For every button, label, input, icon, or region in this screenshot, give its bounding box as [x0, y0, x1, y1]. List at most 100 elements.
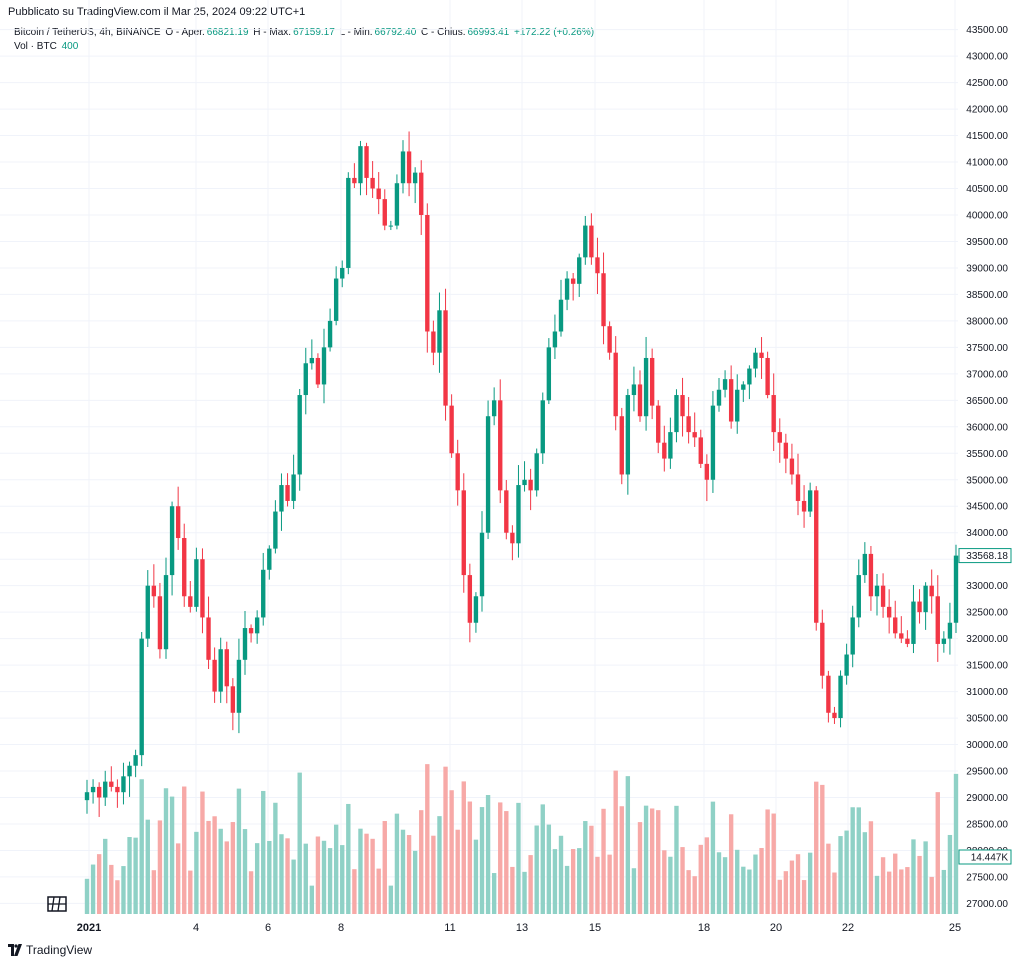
candle-body	[595, 257, 600, 274]
volume-bar	[261, 790, 266, 914]
volume-bar	[254, 843, 260, 914]
candle-body	[175, 506, 181, 539]
candle-body	[789, 458, 795, 475]
candle-body	[905, 638, 910, 644]
candle-body	[327, 320, 333, 348]
candle-body	[656, 405, 661, 443]
candle-body	[425, 214, 430, 332]
volume-bar	[248, 871, 254, 914]
volume-bar	[406, 835, 412, 914]
candle-body	[303, 363, 308, 396]
volume-bar	[552, 849, 558, 914]
candle-body	[686, 416, 691, 433]
y-tick-label: 36000.00	[966, 422, 1008, 433]
volume-bar	[637, 822, 643, 914]
candle-body	[224, 649, 229, 687]
x-tick-label: 11	[444, 922, 455, 934]
candle-body	[406, 151, 412, 184]
candle-body	[261, 569, 266, 618]
candle-body	[862, 553, 868, 576]
volume-bar	[534, 825, 539, 914]
volume-bar	[595, 856, 600, 914]
volume-bar	[333, 824, 339, 914]
candle-body	[759, 352, 764, 358]
y-tick-label: 27500.00	[966, 872, 1008, 883]
candle-body	[400, 151, 406, 184]
candle-body	[242, 628, 248, 660]
x-tick-label: 13	[516, 922, 528, 934]
candlesticks	[84, 131, 959, 817]
candle-body	[735, 389, 740, 422]
candle-body	[589, 225, 594, 258]
volume-bar	[388, 885, 394, 914]
volume-bar	[115, 880, 120, 914]
candle-body	[771, 395, 776, 433]
volume-bar	[589, 825, 594, 914]
volume-bar	[777, 879, 782, 914]
candle-body	[491, 400, 497, 417]
volume-bar	[613, 770, 618, 914]
candle-body	[267, 548, 272, 570]
volume-bar	[419, 810, 424, 914]
volume-bar	[886, 871, 892, 914]
y-tick-label: 36500.00	[966, 396, 1008, 407]
candle-body	[947, 622, 953, 639]
volume-bar	[728, 814, 734, 914]
y-tick-label: 38500.00	[966, 290, 1008, 301]
candle-body	[96, 786, 102, 798]
candle-body	[321, 347, 327, 385]
volume-bar	[182, 786, 187, 914]
y-tick-label: 39000.00	[966, 263, 1008, 274]
candle-body	[467, 575, 473, 623]
candle-body	[850, 617, 855, 655]
candle-body	[461, 490, 466, 576]
candle-body	[212, 659, 217, 692]
candle-body	[522, 479, 527, 486]
volume-bar	[291, 859, 296, 914]
volume-label[interactable]: Vol · BTC	[14, 41, 57, 52]
volume-bar	[601, 808, 606, 914]
candle-body	[510, 532, 515, 544]
volume-bar	[376, 868, 381, 914]
open-value: 66821.19	[206, 27, 249, 38]
volume-bar	[431, 835, 436, 914]
candle-body	[886, 606, 892, 618]
price-chart[interactable]: 43500.00 43000.00 42500.00 42000.00 41500.00…	[0, 0, 1024, 940]
candle-body	[832, 712, 837, 719]
x-tick-label: 8	[338, 922, 344, 934]
volume-bar	[656, 810, 661, 914]
candle-body	[747, 368, 752, 385]
volume-bar	[461, 781, 466, 914]
volume-bar	[224, 841, 229, 914]
volume-bar	[151, 870, 157, 914]
y-tick-label: 27000.00	[966, 899, 1008, 910]
scroll-to-start-icon[interactable]	[47, 896, 67, 912]
volume-bar	[504, 811, 509, 914]
y-tick-label: 40000.00	[966, 210, 1008, 221]
candle-body	[236, 659, 242, 713]
volume-bar	[546, 824, 552, 914]
candle-body	[516, 485, 521, 544]
volume-bar	[668, 856, 673, 914]
volume-bar	[680, 847, 685, 914]
low-label: L - Min.	[339, 27, 373, 38]
volume-bar	[941, 869, 947, 914]
volume-bar	[273, 802, 278, 914]
candle-body	[479, 532, 485, 597]
candle-body	[716, 389, 722, 406]
volume-scale-marker: 14.447K	[958, 849, 1012, 865]
candle-body	[728, 379, 734, 422]
volume-bar	[425, 764, 430, 914]
candle-body	[899, 633, 904, 639]
candle-body	[546, 347, 552, 401]
volume-bar	[358, 828, 363, 914]
symbol-title[interactable]: Bitcoin / TetherUS, 4h, BINANCE	[14, 27, 161, 38]
volume-bar	[90, 864, 96, 914]
volume-bar	[583, 821, 588, 914]
x-tick-label: 25	[949, 922, 961, 934]
candle-body	[844, 654, 849, 676]
candle-body	[607, 326, 612, 353]
volume-bar	[917, 855, 922, 914]
candle-body	[777, 432, 782, 443]
volume-bar	[716, 852, 722, 914]
